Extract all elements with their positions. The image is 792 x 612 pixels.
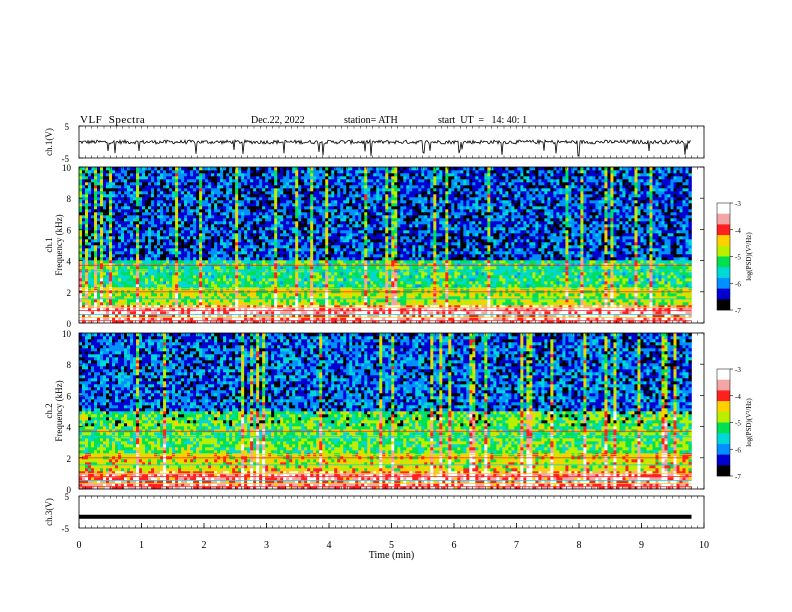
xtick-label: 8 <box>577 540 582 551</box>
date-label: Dec.22, 2022 <box>251 115 305 126</box>
xtick-label: 1 <box>139 540 144 551</box>
ch2-spec-ylabel: ch.2Frequency (kHz) <box>44 380 64 441</box>
ch1-ytick-label: -5 <box>62 154 70 164</box>
colorbar-tick-label: -5 <box>735 420 741 428</box>
xtick-label: 10 <box>699 540 709 551</box>
colorbar-tick-label: -4 <box>735 393 741 401</box>
colorbar-tick-label: -7 <box>735 473 741 481</box>
ch2-spec-ytick-label: 0 <box>67 485 72 495</box>
ch3-ylabel: ch.3(V) <box>44 498 54 526</box>
ch1-spec-ytick-label: 6 <box>67 225 72 235</box>
ch3-waveform-panel: 5 -5 ch.3(V) <box>44 492 705 534</box>
xtick-label: 4 <box>327 540 332 551</box>
xtick-label: 2 <box>202 540 207 551</box>
ch1-spec-ylabel: ch.1Frequency (kHz) <box>44 214 64 275</box>
xtick-label: 7 <box>514 540 519 551</box>
colorbar-tick-label: -6 <box>735 446 741 454</box>
ch2-spec-ytick-label: 8 <box>67 360 72 370</box>
ch1-spec-ytick-label: 0 <box>67 319 72 329</box>
ch1-spec-ytick-label: 2 <box>67 288 72 298</box>
ch3-ytick-label: 5 <box>65 492 70 502</box>
colorbar-label: log(PSD)(V²/Hz) <box>745 232 753 281</box>
ch3-ytick-label: -5 <box>62 524 70 534</box>
ch1-spec-ytick-label: 4 <box>67 257 72 267</box>
xtick-label: 9 <box>639 540 644 551</box>
colorbar-tick-label: -4 <box>735 227 741 235</box>
ch2-spec-ytick-label: 4 <box>67 423 72 433</box>
ch1-trace <box>78 138 691 157</box>
colorbar-tick-label: -6 <box>735 280 741 288</box>
xaxis-label: Time (min) <box>369 550 414 561</box>
ch1-spec-ytick-label: 8 <box>67 194 72 204</box>
ch1-spec-ytick-label: 10 <box>62 163 72 173</box>
time-axis: 0 1 2 3 4 5 6 7 8 9 10 Time (min) <box>77 126 709 561</box>
ch1-spectrogram-panel: 0 2 4 6 8 10 ch.1Frequency (kHz) <box>44 163 705 329</box>
xtick-label: 6 <box>452 540 457 551</box>
ch2-spec-ytick-label: 2 <box>67 454 72 464</box>
ch2-spec-ytick-label: 10 <box>62 329 72 339</box>
xtick-label: 0 <box>77 540 82 551</box>
ch1-ytick-label: 5 <box>65 122 70 132</box>
ch1-ylabel: ch.1(V) <box>44 128 54 156</box>
colorbar-tick-label: -7 <box>735 307 741 315</box>
colorbar-tick-label: -5 <box>735 254 741 262</box>
ch2-spec-ytick-label: 6 <box>67 391 72 401</box>
colorbar-tick-label: -3 <box>735 200 741 208</box>
station-label: station= ATH <box>344 115 398 126</box>
xtick-label: 5 <box>389 540 394 551</box>
ch1-waveform-panel: 5 -5 ch.1(V) <box>44 122 705 164</box>
ch2-spectrogram-panel: 0 2 4 6 8 10 ch.2Frequency (kHz) <box>44 329 705 495</box>
start-time-label: start UT = 14: 40: 1 <box>438 115 527 126</box>
colorbars: -3 -4 -5 -6 -7 log(PSD)(V²/Hz) -3 -4 -5 -6 -7 log(P… <box>716 200 753 481</box>
figure-title: VLF Spectra <box>80 114 145 126</box>
colorbar-tick-label: -3 <box>735 366 741 374</box>
colorbar-label: log(PSD)(V²/Hz) <box>745 398 753 447</box>
xtick-label: 3 <box>264 540 269 551</box>
